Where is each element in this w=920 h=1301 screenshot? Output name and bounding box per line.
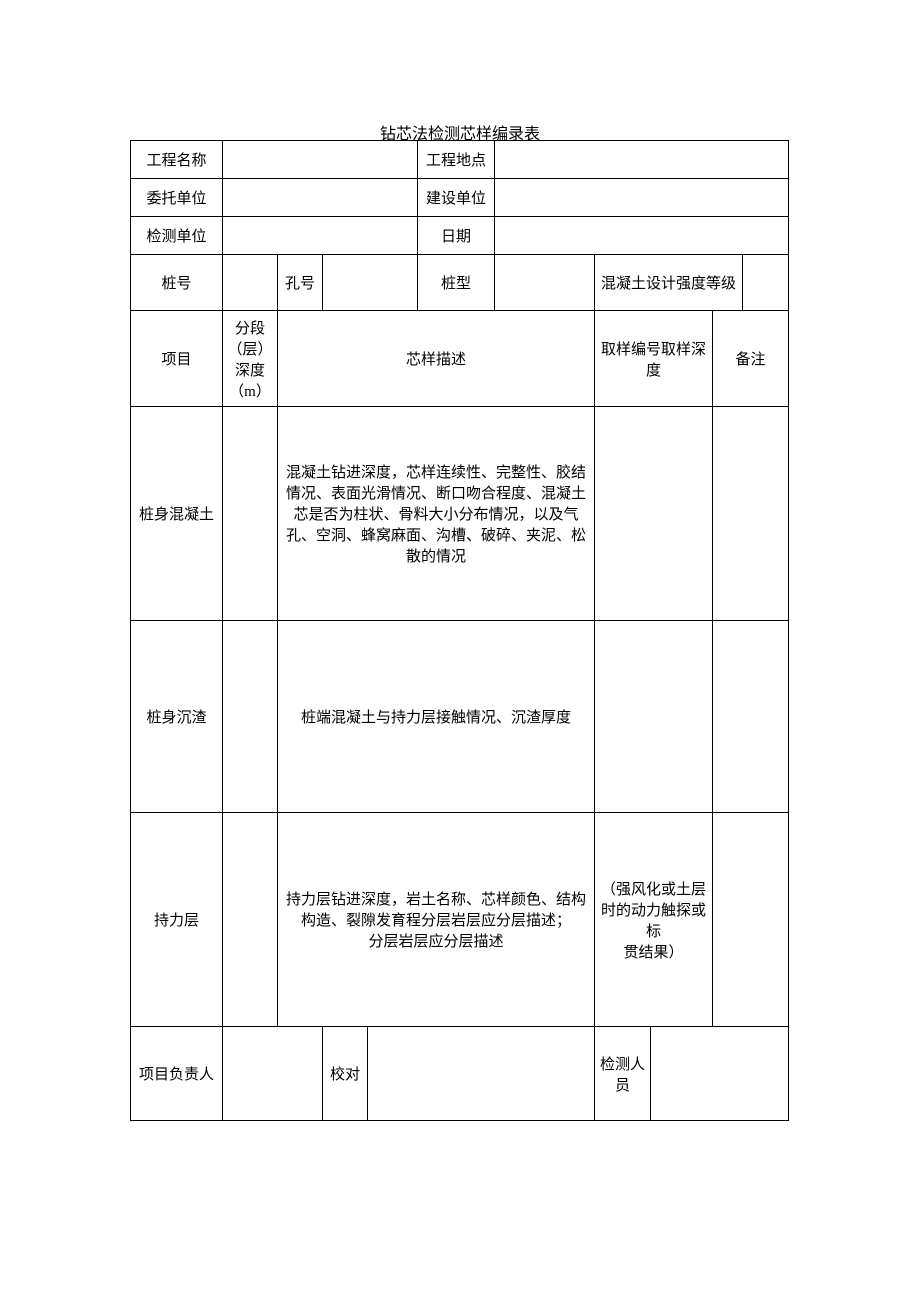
row-bearing-desc: 持力层钻进深度，岩土名称、芯样颜色、结构构造、裂隙发育程分层岩层应分层描述； 分… [278, 813, 595, 1027]
value-pile-no [223, 255, 278, 311]
value-proj-leader [223, 1027, 323, 1121]
label-seg-depth: 分段（层）深度（m） [223, 311, 278, 407]
label-pile-no: 桩号 [131, 255, 223, 311]
value-test-unit [223, 217, 418, 255]
row-pile-sediment-label: 桩身沉渣 [131, 621, 223, 813]
value-concrete-grade [743, 255, 789, 311]
value-project-location [495, 141, 789, 179]
value-hole-no [323, 255, 418, 311]
value-entrust-unit [223, 179, 418, 217]
label-construct-unit: 建设单位 [418, 179, 495, 217]
row-pile-sediment-desc: 桩端混凝土与持力层接触情况、沉渣厚度 [278, 621, 595, 813]
label-tester: 检测人员 [595, 1027, 651, 1121]
value-project-name [223, 141, 418, 179]
label-date: 日期 [418, 217, 495, 255]
value-check [368, 1027, 595, 1121]
row-bearing-depth [223, 813, 278, 1027]
row-pile-concrete-depth [223, 407, 278, 621]
record-table: 工程名称 工程地点 委托单位 建设单位 检测单位 日期 桩号 孔号 桩型 [130, 140, 789, 1121]
label-project-name: 工程名称 [131, 141, 223, 179]
value-pile-type [495, 255, 595, 311]
label-pile-type: 桩型 [418, 255, 495, 311]
value-construct-unit [495, 179, 789, 217]
row-bearing-sample: （强风化或土层时的动力触探或标 贯结果） [595, 813, 713, 1027]
value-tester [651, 1027, 789, 1121]
label-project-location: 工程地点 [418, 141, 495, 179]
row-pile-sediment-sample [595, 621, 713, 813]
label-concrete-grade: 混凝土设计强度等级 [595, 255, 743, 311]
label-item: 项目 [131, 311, 223, 407]
label-check: 校对 [323, 1027, 368, 1121]
row-pile-concrete-desc: 混凝土钻进深度，芯样连续性、完整性、胶结情况、表面光滑情况、断口吻合程度、混凝土… [278, 407, 595, 621]
label-remark: 备注 [713, 311, 789, 407]
label-entrust-unit: 委托单位 [131, 179, 223, 217]
row-pile-concrete-remark [713, 407, 789, 621]
row-bearing-label: 持力层 [131, 813, 223, 1027]
row-bearing-remark [713, 813, 789, 1027]
label-core-desc: 芯样描述 [278, 311, 595, 407]
label-test-unit: 检测单位 [131, 217, 223, 255]
label-sample-no-depth: 取样编号取样深度 [595, 311, 713, 407]
label-hole-no: 孔号 [278, 255, 323, 311]
label-proj-leader: 项目负责人 [131, 1027, 223, 1121]
row-pile-sediment-depth [223, 621, 278, 813]
row-pile-concrete-label: 桩身混凝土 [131, 407, 223, 621]
row-pile-sediment-remark [713, 621, 789, 813]
value-date [495, 217, 789, 255]
page: 钻芯法检测芯样编录表 工程名称 工程地点 委托单位 [0, 0, 920, 1301]
row-pile-concrete-sample [595, 407, 713, 621]
